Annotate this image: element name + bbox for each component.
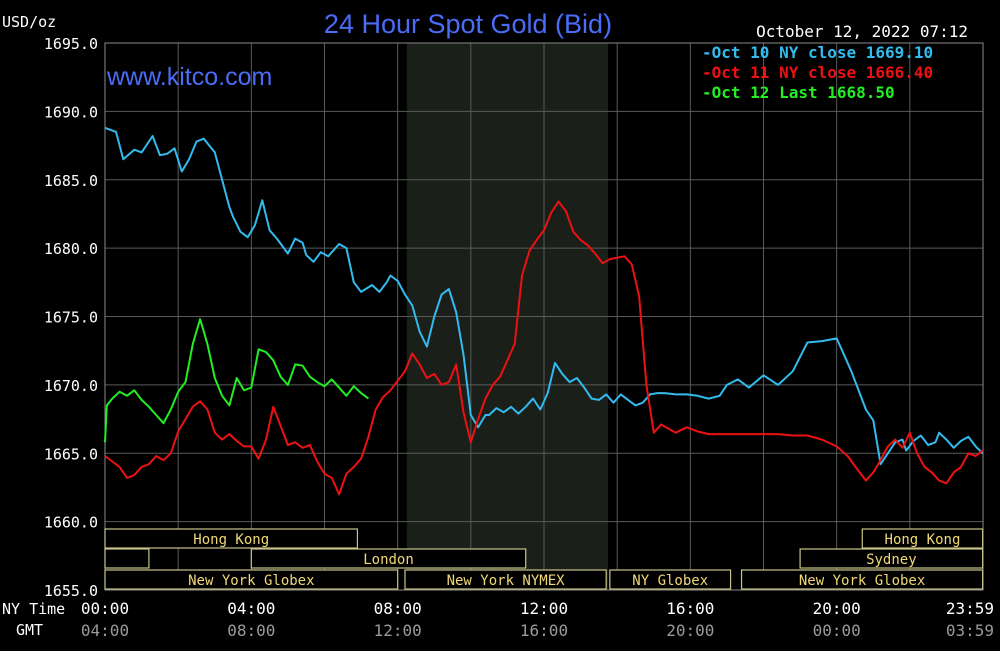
session-bar: [861, 528, 984, 549]
x-tick-gmt: 00:00: [813, 621, 861, 640]
series-line-0: [104, 126, 984, 466]
legend: -Oct 10 NY close 1669.10-Oct 11 NY close…: [702, 43, 933, 102]
x-tick-gmt: 03:59: [946, 621, 994, 640]
gmt-label: GMT: [16, 621, 43, 639]
session-bar: [799, 548, 984, 569]
y-tick-label: 1670.0: [44, 377, 98, 395]
series-line-2: [104, 318, 370, 443]
chart-title: 24 Hour Spot Gold (Bid): [324, 9, 612, 39]
x-tick-ny: 16:00: [666, 599, 714, 618]
axes: 1695.0 1690.0 1685.0 1680.0 1675.0 1670.0 1665…: [2, 35, 994, 640]
x-tick-ny: 00:00: [81, 599, 129, 618]
series-line-1: [104, 200, 984, 496]
legend-entry: -Oct 10 NY close 1669.10: [702, 43, 933, 62]
y-tick-label: 1660.0: [44, 514, 98, 532]
session-label: New York Globex: [799, 573, 925, 589]
session-bar: [740, 569, 984, 590]
y-tick-label: 1680.0: [44, 240, 98, 258]
legend-entry: -Oct 12 Last 1668.50: [702, 83, 895, 102]
session-label: NY Globex: [632, 573, 708, 589]
session-bar: [404, 569, 607, 590]
session-bar: [104, 528, 359, 549]
timestamp: October 12, 2022 07:12: [756, 22, 968, 41]
x-tick-ny: 23:59: [946, 599, 994, 618]
y-tick-label: 1655.0: [44, 582, 98, 600]
unit-label: USD/oz: [2, 13, 56, 31]
ny-time-label: NY Time: [2, 600, 65, 618]
session-label: London: [363, 552, 414, 568]
x-tick-gmt: 04:00: [81, 621, 129, 640]
y-tick-label: 1695.0: [44, 35, 98, 53]
session-bar: [104, 569, 399, 590]
x-tick-gmt: 20:00: [666, 621, 714, 640]
session-label: Sydney: [866, 552, 917, 568]
y-tick-label: 1690.0: [44, 103, 98, 121]
x-tick-ny: 04:00: [227, 599, 275, 618]
session-bar: [104, 548, 150, 569]
y-tick-label: 1665.0: [44, 445, 98, 463]
legend-entry: -Oct 11 NY close 1666.40: [702, 63, 933, 82]
session-label: Hong Kong: [193, 532, 269, 548]
session-label: Hong Kong: [885, 532, 961, 548]
x-tick-gmt: 08:00: [227, 621, 275, 640]
session-label: New York Globex: [188, 573, 314, 589]
market-session-bars: Hong Kong Hong Kong London Sydney New York G…: [104, 528, 984, 590]
y-tick-label: 1675.0: [44, 309, 98, 327]
x-tick-gmt: 12:00: [374, 621, 422, 640]
plot-border: [104, 42, 984, 591]
session-label: New York NYMEX: [447, 573, 566, 589]
session-bar: [609, 569, 732, 590]
x-tick-ny: 12:00: [520, 599, 568, 618]
x-tick-gmt: 16:00: [520, 621, 568, 640]
watermark-url: www.kitco.com: [106, 63, 272, 91]
price-series: [104, 126, 984, 496]
session-bar: [250, 548, 527, 569]
y-tick-label: 1685.0: [44, 172, 98, 190]
x-tick-ny: 20:00: [813, 599, 861, 618]
x-tick-ny: 08:00: [374, 599, 422, 618]
